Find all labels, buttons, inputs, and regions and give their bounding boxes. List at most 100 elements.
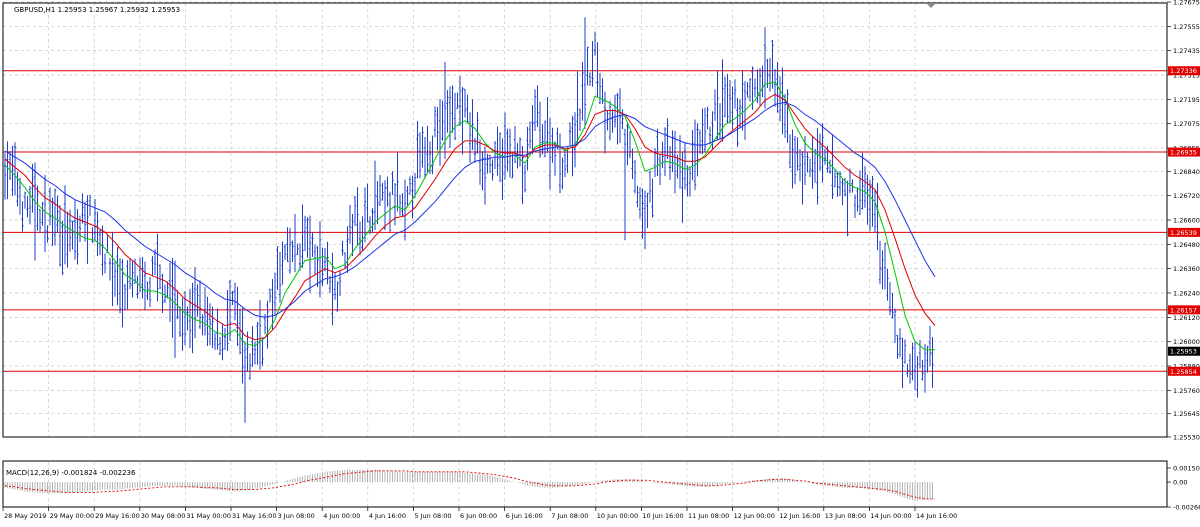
price-bar: [706, 106, 709, 130]
moving-average-line-blue: [4, 101, 936, 318]
price-bar: [71, 220, 74, 250]
price-bar: [606, 110, 609, 131]
chart-shift-marker-icon[interactable]: [927, 4, 935, 8]
price-bar: [266, 300, 269, 349]
price-bar: [778, 76, 782, 122]
price-bar: [608, 100, 612, 141]
price-bar: [306, 217, 309, 258]
price-bar: [621, 109, 624, 130]
price-bar: [588, 72, 592, 86]
price-bar: [396, 152, 399, 212]
price-bar: [21, 201, 24, 232]
price-bar: [451, 85, 454, 133]
price-bar: [833, 169, 837, 188]
y-tick-label: 1.27195: [1173, 96, 1200, 104]
price-bar: [858, 170, 862, 215]
price-bar: [916, 355, 919, 398]
y-tick-label: 1.27315: [1173, 71, 1200, 79]
level-tag: [1168, 147, 1200, 157]
price-bar: [176, 290, 179, 320]
level-tag-label: 1.26539: [1170, 229, 1197, 237]
price-bar: [298, 243, 302, 271]
price-bar: [371, 208, 374, 233]
price-bar: [431, 135, 434, 175]
price-bar: [683, 142, 687, 190]
price-bar: [411, 175, 414, 219]
price-bar: [433, 106, 437, 138]
price-bar: [641, 188, 644, 239]
price-bar: [463, 88, 467, 118]
price-bar: [878, 240, 882, 285]
price-bar: [216, 308, 219, 350]
y-tick-label: 1.27435: [1173, 47, 1200, 55]
price-bar: [286, 227, 289, 262]
price-bar: [513, 126, 517, 163]
price-bar: [366, 183, 369, 223]
price-bar: [818, 133, 822, 171]
price-bar: [66, 211, 69, 268]
price-bar: [301, 204, 304, 268]
price-bar: [156, 233, 159, 302]
current-price-label: 1.25953: [1170, 348, 1197, 356]
price-bar: [581, 62, 584, 121]
price-bar: [748, 78, 752, 102]
price-bar: [341, 240, 344, 256]
price-bar: [701, 108, 704, 154]
price-bar: [386, 176, 389, 207]
level-tag-label: 1.25854: [1170, 368, 1197, 376]
price-bar: [246, 331, 249, 372]
price-bar: [348, 204, 352, 244]
price-bar: [591, 40, 594, 87]
price-bar: [68, 209, 72, 252]
price-bar: [238, 308, 242, 355]
price-bar: [368, 216, 372, 235]
price-bar: [391, 171, 394, 196]
price-bar: [696, 123, 699, 177]
price-bar: [826, 145, 829, 173]
price-bar: [281, 241, 284, 285]
price-bar: [928, 325, 932, 367]
price-bar: [783, 94, 787, 138]
price-bar: [616, 93, 619, 145]
price-bar: [76, 209, 79, 265]
price-bar: [81, 193, 84, 224]
price-bar: [638, 187, 642, 219]
price-bar: [31, 163, 34, 213]
macd-y-tick-label: 0.00: [1173, 479, 1187, 487]
price-bar: [861, 152, 864, 210]
price-bar: [98, 229, 102, 255]
price-bar: [278, 251, 282, 303]
y-tick-label: 1.25530: [1173, 434, 1200, 442]
price-bar: [813, 149, 817, 183]
price-bar: [798, 149, 802, 182]
price-bar: [573, 112, 577, 168]
moving-averages: [4, 81, 936, 351]
price-bar: [561, 157, 564, 190]
price-bar: [631, 148, 634, 179]
price-bar: [893, 308, 897, 344]
price-bar: [208, 303, 212, 346]
macd-y-tick-label: -0.002665: [1173, 504, 1200, 512]
price-bar: [491, 159, 494, 181]
price-bar: [688, 166, 692, 197]
price-bar: [378, 175, 382, 206]
x-tick-label: 29 May 00:00: [50, 512, 95, 520]
price-bar: [473, 137, 477, 163]
macd-header: MACD(12,26,9) -0.001824 -0.002236: [6, 469, 136, 477]
price-bar: [633, 159, 637, 194]
price-bar: [823, 148, 827, 165]
price-bar: [116, 247, 119, 306]
price-bar: [593, 31, 597, 56]
price-bar: [901, 337, 904, 389]
y-tick-label: 1.26720: [1173, 192, 1200, 200]
price-bar: [158, 264, 162, 290]
x-tick-label: 7 Jun 08:00: [551, 512, 588, 520]
price-bar: [438, 98, 442, 166]
price-bar: [86, 195, 89, 264]
price-bar: [891, 293, 894, 319]
price-bar: [801, 151, 804, 205]
y-tick-label: 1.25645: [1173, 410, 1200, 418]
price-bar: [311, 232, 314, 257]
x-tick-label: 11 Jun 08:00: [688, 512, 729, 520]
price-bar: [406, 186, 409, 208]
